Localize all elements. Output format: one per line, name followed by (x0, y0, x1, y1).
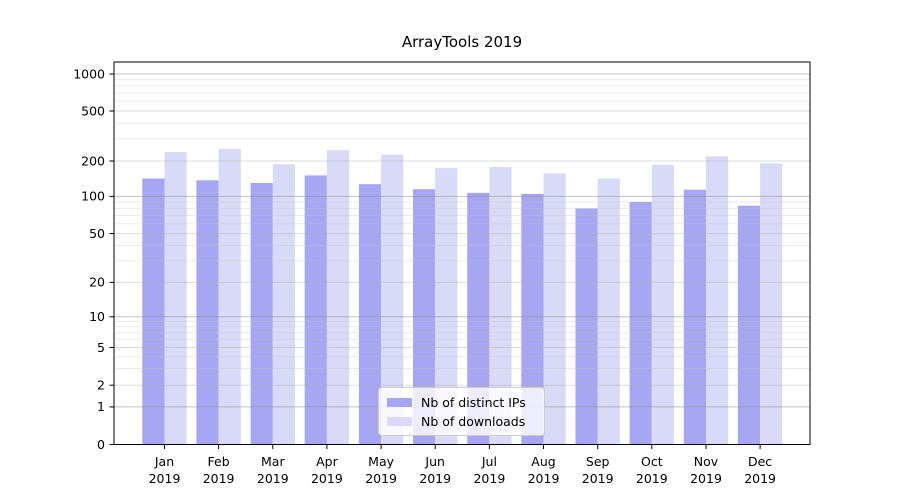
plot-spines (113, 61, 811, 445)
legend-item-downloads: Nb of downloads (387, 412, 536, 431)
chart-title: ArrayTools 2019 (401, 33, 523, 51)
legend-item-distinct-ips: Nb of distinct IPs (387, 393, 536, 412)
bar-downloads-jan (164, 152, 187, 445)
y-tick-label: 2 (97, 377, 105, 392)
y-tick-label: 1000 (73, 66, 105, 81)
y-tick-label: 100 (81, 189, 105, 204)
x-tick-label-year: 2019 (690, 471, 722, 486)
x-tick-label-year: 2019 (149, 471, 181, 486)
bar-distinct-ips-oct (629, 202, 652, 445)
bar-downloads-jul (489, 167, 512, 445)
bar-distinct-ips-jul (467, 192, 490, 445)
x-tick-label-month: Nov (694, 454, 719, 469)
x-tick-label-month: May (368, 454, 394, 469)
x-tick-label-month: Sep (586, 454, 610, 469)
x-tick-label-year: 2019 (419, 471, 451, 486)
y-tick-label: 5 (97, 340, 105, 355)
x-tick-label-month: Oct (641, 454, 663, 469)
x-tick-label-month: Apr (316, 454, 338, 469)
bar-distinct-ips-mar (250, 183, 273, 445)
bar-distinct-ips-aug (521, 193, 544, 445)
x-tick-label-year: 2019 (311, 471, 343, 486)
x-tick-label-year: 2019 (582, 471, 614, 486)
bar-downloads-feb (218, 148, 241, 445)
x-tick-label-year: 2019 (744, 471, 776, 486)
x-tick-label-month: Mar (261, 454, 285, 469)
bar-distinct-ips-jan (142, 178, 165, 445)
x-tick-label-month: Jul (481, 454, 497, 469)
x-tick-label-year: 2019 (257, 471, 289, 486)
legend-swatch-downloads (387, 417, 412, 426)
y-tick-label: 0 (97, 437, 105, 452)
y-tick-label: 500 (81, 103, 105, 118)
bar-distinct-ips-dec (737, 205, 761, 445)
x-tick-label-month: Dec (748, 454, 772, 469)
legend-swatch-distinct-ips (387, 398, 412, 407)
y-tick-label: 20 (89, 275, 105, 290)
bar-downloads-jun (435, 168, 458, 445)
x-tick-label-year: 2019 (528, 471, 560, 486)
bar-distinct-ips-apr (304, 175, 327, 445)
x-tick-label-year: 2019 (365, 471, 397, 486)
bar-downloads-apr (326, 150, 350, 445)
x-tick-label-month: Jun (424, 454, 445, 469)
bar-downloads-aug (543, 173, 566, 445)
x-tick-label-month: Feb (208, 454, 230, 469)
x-tick-label-year: 2019 (473, 471, 505, 486)
legend-box: Nb of distinct IPs Nb of downloads (378, 387, 545, 436)
y-tick-label: 50 (89, 226, 105, 241)
y-tick-label: 200 (81, 153, 105, 168)
bar-downloads-dec (760, 163, 783, 445)
y-tick-label: 10 (89, 309, 105, 324)
legend-label-downloads: Nb of downloads (421, 414, 526, 429)
y-tick-label: 1 (97, 399, 105, 414)
x-tick-label-month: Jan (154, 454, 174, 469)
bar-downloads-nov (706, 156, 729, 445)
bar-downloads-sep (597, 178, 620, 445)
bar-downloads-mar (272, 164, 295, 445)
bar-downloads-oct (651, 164, 674, 445)
bar-distinct-ips-may (358, 184, 382, 445)
bar-downloads-may (381, 154, 404, 445)
bar-distinct-ips-sep (575, 208, 598, 445)
x-tick-label-year: 2019 (203, 471, 235, 486)
bar-distinct-ips-feb (196, 180, 219, 445)
x-tick-label-month: Aug (531, 454, 555, 469)
x-tick-label-year: 2019 (636, 471, 668, 486)
legend-label-distinct-ips: Nb of distinct IPs (421, 395, 526, 410)
